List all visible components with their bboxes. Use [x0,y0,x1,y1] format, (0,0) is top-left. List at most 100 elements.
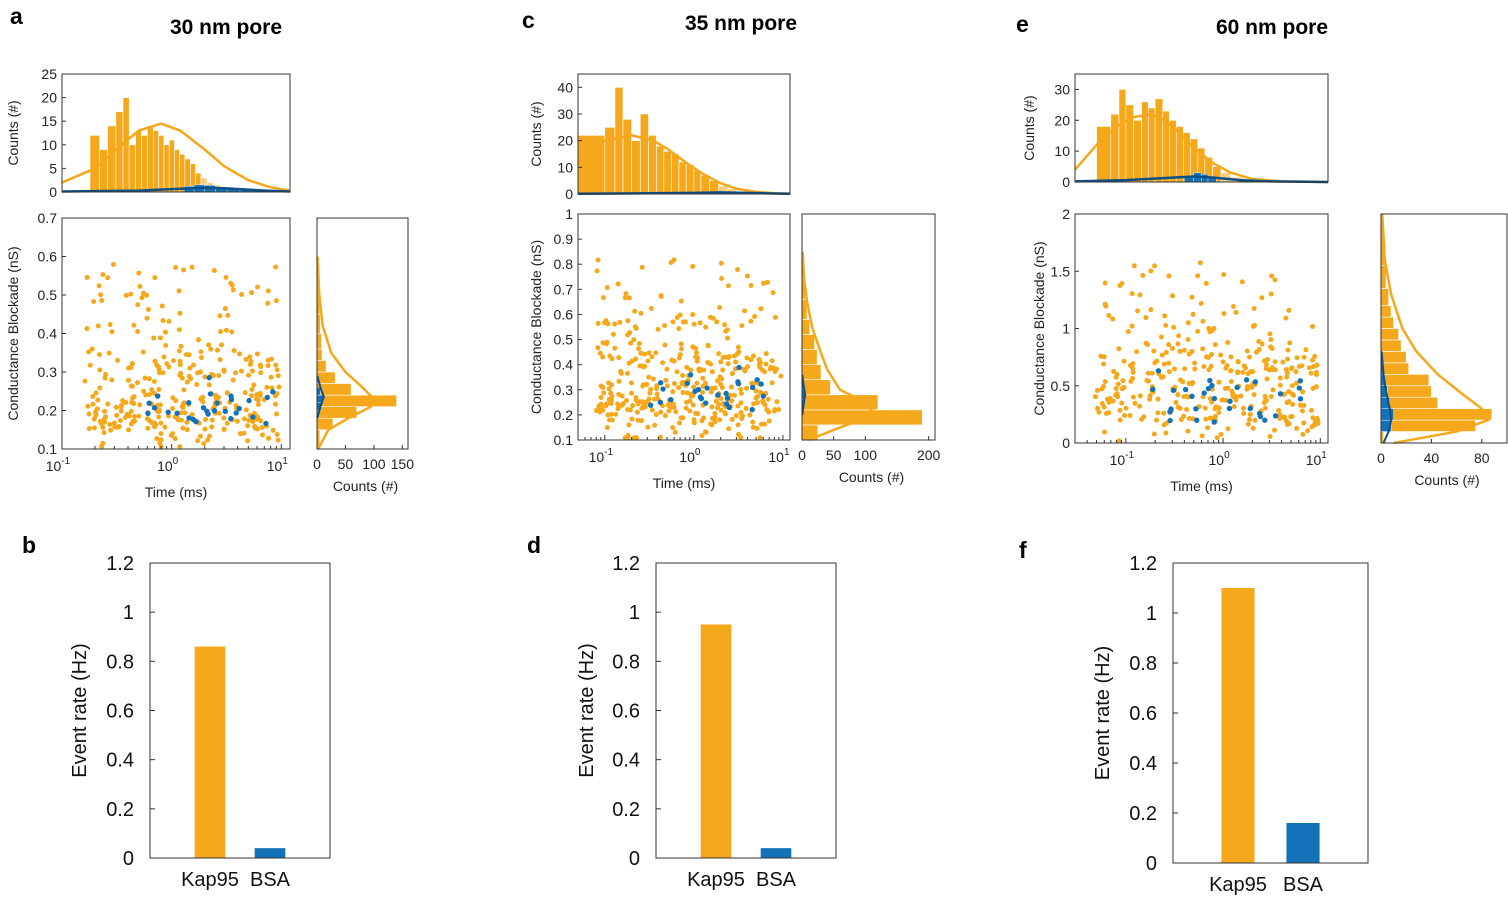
kap95-event-point [690,311,696,317]
kap95-event-point [132,414,138,420]
kap95-event-point [646,374,652,380]
x-axis-label: Time (ms) [1170,478,1232,494]
bar-y-tick-label: 1.2 [612,553,640,575]
kap95-event-point [136,413,142,419]
kap95-event-point [176,288,182,294]
right-x-tick-label: 0 [313,456,321,472]
kap95-event-point [733,359,739,365]
y-tick-label: 1 [565,206,573,222]
kap95-event-point [639,264,645,270]
kap95-right-hist-bar [1380,305,1392,318]
top-y-tick-label: 20 [41,90,57,106]
kap95-event-point [218,329,224,335]
kap95-right-hist-bar [1380,373,1430,387]
kap95-event-point [603,318,609,324]
kap95-event-point [1115,381,1121,387]
kap95-right-hist-bar [801,379,831,396]
kap95-event-point [608,390,614,396]
kap95-event-point [719,275,725,281]
x-tick-label: 101 [768,447,790,465]
kap95-event-point [1308,407,1314,413]
kap95-event-point [1130,366,1136,372]
kap95-event-point [197,369,203,375]
kap95-event-point [264,384,270,390]
bsa-event-point [1297,396,1304,402]
kap95-event-point [699,433,705,439]
kap95-event-point [1127,413,1133,419]
top-y-axis-label: Counts (#) [1021,95,1037,160]
kap95-event-point [743,405,749,411]
kap95-right-hist-bar [316,333,322,350]
kap95-event-point [1202,405,1208,411]
panel-label-a: a [10,3,23,29]
kap95-event-point [1130,369,1136,375]
kap95-event-point [778,373,784,379]
kap95-event-point [274,431,280,437]
kap95-event-point [620,401,626,407]
kap95-event-point [1218,431,1224,437]
kap95-event-point [266,435,272,441]
kap95-event-point [205,437,211,443]
kap95-event-point [1277,375,1283,381]
kap95-top-hist-bar [122,97,130,193]
bar-y-tick-label: 1 [1146,603,1157,625]
kap95-event-point [224,420,230,426]
kap95-event-point [124,411,130,417]
kap95-event-point [718,260,724,266]
kap95-event-point [1214,435,1220,441]
kap95-event-point [649,354,655,360]
bar-y-tick-label: 0.8 [106,651,134,673]
bsa-event-point [760,393,767,399]
bsa-event-point [1297,378,1304,384]
kap95-event-point [268,374,274,380]
kap95-event-point [1219,397,1225,403]
panel-a-right-histogram: 0 50 100 150 Counts (#) [313,217,414,494]
kap95-event-point [680,319,686,325]
kap95-event-point [117,417,123,423]
kap95-event-point [191,362,197,368]
bar-y-tick-label: 1.2 [1129,553,1157,575]
kap95-event-point [739,323,745,329]
kap95-event-point [1192,366,1198,372]
bsa-event-point [703,400,709,406]
kap95-event-point [1121,358,1127,364]
y-tick-label: 0.2 [38,403,58,419]
kap95-event-point [265,288,271,294]
kap95-event-point [128,365,134,371]
kap95-event-point [94,406,100,412]
kap95-event-point [217,313,223,319]
kap95-event-point [224,390,230,396]
right-x-tick-label: 200 [917,447,941,463]
y-tick-label: 1.5 [1051,263,1071,279]
kap95-event-point [209,424,215,430]
kap95-event-point [766,418,772,424]
kap95-event-point [1247,417,1253,423]
kap95-event-point [1246,354,1252,360]
kap95-event-point [1201,363,1207,369]
kap95-event-point [654,386,660,392]
panel-label-c: c [522,7,535,33]
kap95-top-hist-bar [604,127,616,195]
kap95-event-point [669,357,675,363]
kap95-event-point [229,329,235,335]
kap95-event-point [685,390,691,396]
top-y-tick-label: 10 [41,137,57,153]
kap95-event-point [152,358,158,364]
kap95-event-point [93,412,99,418]
kap95-event-point [99,443,105,449]
kap95-event-point [1289,391,1295,397]
kap95-event-point [717,304,723,310]
kap95-event-point [194,382,200,388]
kap95-event-point [245,438,251,444]
kap95-event-point [255,401,261,407]
panel-label-e: e [1016,11,1029,37]
kap95-event-point [198,355,204,361]
kap95-event-point [1241,410,1247,416]
kap95-event-point [596,408,602,414]
kap95-top-hist-bar [656,145,665,195]
kap95-event-point [1267,434,1273,440]
kap95-event-point [722,322,728,328]
bsa-event-point [264,394,270,401]
kap95-event-point [1131,263,1137,269]
kap95-event-point [1286,307,1292,313]
